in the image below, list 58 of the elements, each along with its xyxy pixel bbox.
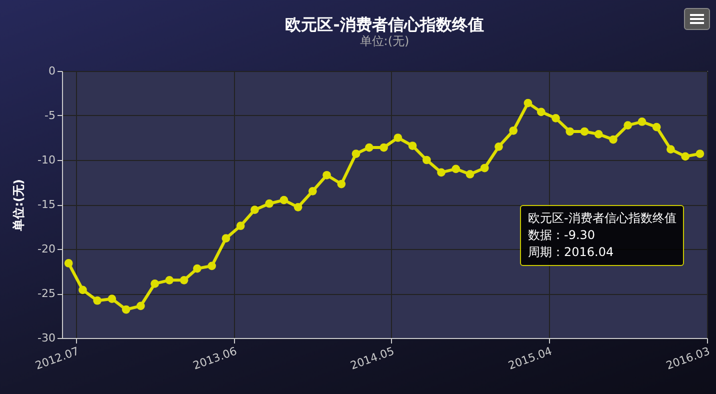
point (480, 164, 489, 172)
point (638, 118, 646, 126)
point (552, 114, 560, 122)
point (352, 150, 360, 158)
y-tick-label: -5 (44, 109, 56, 122)
y-tick-label: -30 (38, 332, 56, 344)
point (652, 122, 661, 132)
point (165, 276, 174, 284)
y-tick-label: 0 (48, 64, 56, 78)
point (681, 152, 690, 161)
point (408, 142, 417, 150)
point (437, 168, 446, 177)
point (64, 259, 73, 268)
point (108, 294, 116, 304)
annotation: 数据：-9.30 (528, 227, 596, 244)
chart-title: 欧元区-消费者信心指数终值 (285, 15, 484, 34)
point (280, 196, 288, 204)
point (208, 262, 216, 270)
point (594, 130, 603, 138)
point (524, 98, 532, 108)
annotation: 周期：2016.04 (528, 244, 615, 261)
point (452, 164, 460, 174)
point (193, 264, 202, 273)
chart-subtitle: 单位:(无) (360, 34, 410, 48)
y-tick-label: -20 (38, 242, 56, 256)
point (494, 142, 503, 151)
y-axis-title: 单位:(无) (12, 179, 26, 232)
point (322, 170, 331, 180)
point (265, 199, 274, 208)
point (422, 156, 431, 164)
point (150, 280, 159, 288)
point (250, 206, 259, 214)
point (624, 121, 632, 130)
point (696, 150, 704, 158)
point (509, 126, 518, 135)
point (580, 127, 589, 136)
point (566, 127, 574, 136)
point (394, 134, 402, 142)
point (308, 186, 317, 196)
annotation: 欧元区-消费者信心指数终值 (528, 210, 676, 227)
y-tick-label: -15 (38, 198, 56, 211)
point (78, 286, 87, 294)
point (294, 202, 302, 212)
point (365, 143, 374, 152)
point (466, 170, 474, 178)
y-tick-label: -10 (38, 154, 56, 166)
point (337, 180, 346, 188)
point (136, 302, 145, 310)
point (122, 305, 130, 314)
point (180, 276, 188, 284)
point (666, 145, 675, 154)
point (222, 234, 230, 242)
y-tick-label: -25 (38, 287, 56, 300)
point (236, 222, 245, 230)
point (609, 135, 618, 144)
point (93, 296, 102, 305)
point (536, 108, 546, 116)
point (380, 143, 388, 152)
